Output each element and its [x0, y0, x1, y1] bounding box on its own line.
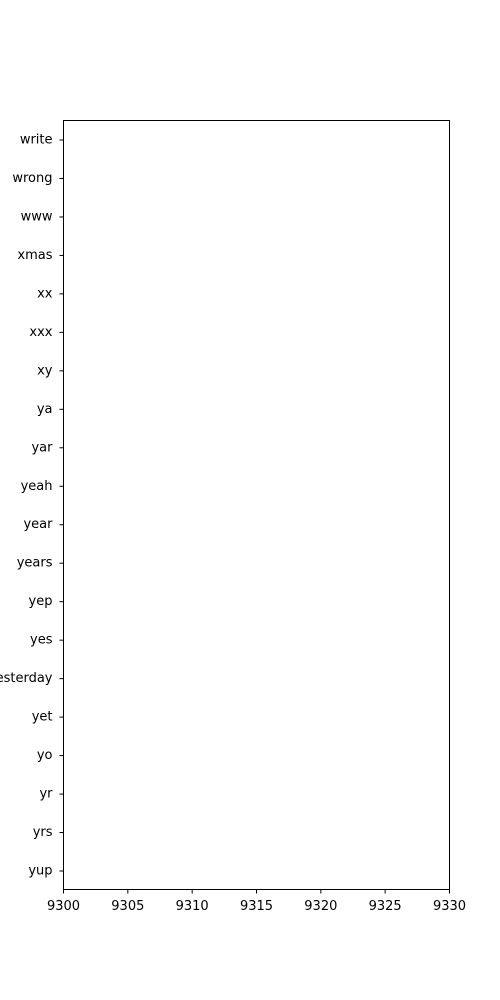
- x-tick-label: 9330: [433, 899, 466, 914]
- y-tick-label: years: [17, 556, 53, 571]
- y-tick-label: yep: [29, 594, 53, 609]
- x-tick-label: 9300: [47, 899, 80, 914]
- y-tick-label: yo: [37, 748, 53, 763]
- plot-area: [63, 120, 450, 890]
- y-tick-label: yet: [32, 710, 53, 725]
- y-tick-label: ya: [37, 402, 53, 417]
- y-tick-label: yr: [39, 787, 53, 802]
- y-tick-label: xx: [37, 286, 53, 301]
- y-tick-label: xy: [37, 363, 53, 378]
- y-tick-label: www: [21, 209, 53, 224]
- x-axis: 9300 9305 9310 9315 9320 9325 9330: [47, 889, 466, 914]
- y-tick-label: yes: [30, 633, 53, 648]
- y-tick-label: xxx: [29, 325, 52, 340]
- y-tick-label: yeah: [21, 479, 53, 494]
- y-tick-label: yrs: [33, 825, 53, 840]
- x-tick-label: 9320: [304, 899, 337, 914]
- y-axis: writewrongwwwxmasxxxxxxyyayaryeahyearyea…: [0, 133, 64, 879]
- y-tick-label: yup: [28, 864, 52, 879]
- x-tick-label: 9310: [176, 899, 209, 914]
- x-tick-label: 9325: [369, 899, 402, 914]
- y-tick-label: wrong: [12, 171, 52, 186]
- y-tick-label: yar: [31, 440, 53, 455]
- x-tick-label: 9305: [111, 899, 144, 914]
- y-tick-label: write: [20, 133, 53, 148]
- y-tick-label: yesterday: [0, 671, 53, 686]
- y-tick-label: xmas: [17, 248, 52, 263]
- y-tick-label: year: [23, 517, 53, 532]
- x-tick-label: 9315: [240, 899, 273, 914]
